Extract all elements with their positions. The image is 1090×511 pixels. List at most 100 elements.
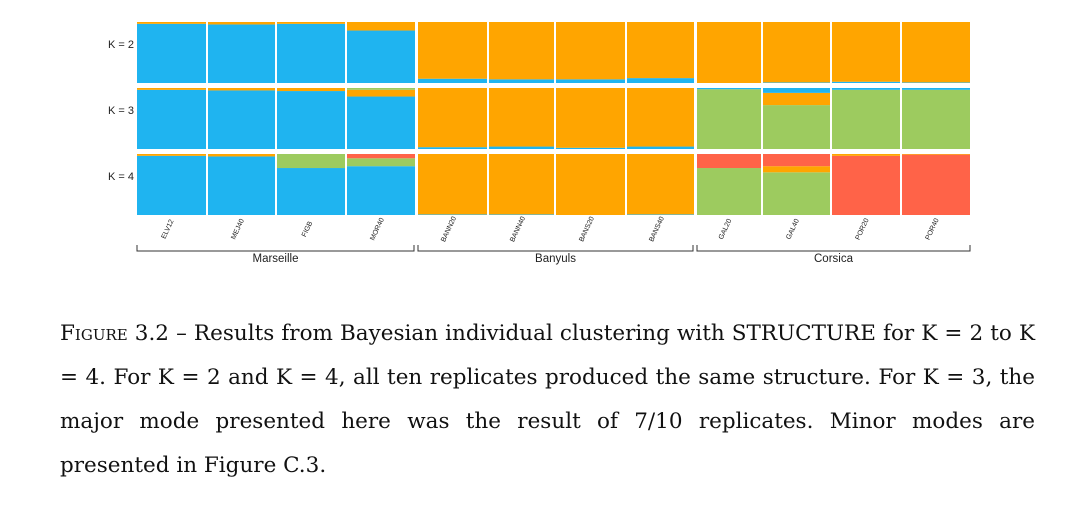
bar-segment — [418, 78, 487, 83]
bar-segment — [556, 79, 625, 83]
bar-segment — [556, 88, 625, 148]
region-label: Corsica — [814, 253, 854, 265]
bar-segment — [627, 146, 694, 149]
bar-segment — [832, 22, 900, 82]
bar-segment — [347, 154, 415, 159]
bar-segment — [763, 82, 830, 83]
structure-figure: K = 2 K = 3 K = 4 ELV12 MEJ40 FIGB MOR40 BANN2… — [108, 22, 971, 265]
region-bracket — [136, 245, 415, 252]
bar-segment — [277, 88, 345, 92]
bar-segment — [277, 23, 345, 83]
population-label: BANS20 — [578, 216, 596, 243]
bar-segment — [137, 89, 206, 149]
bar-segment — [697, 22, 761, 83]
population-label: GAL40 — [785, 218, 801, 241]
bar-segment — [556, 147, 625, 149]
figure-label: Figure 3.2 — [60, 321, 169, 346]
bar-segment — [418, 88, 487, 148]
k-labels: K = 2 K = 3 K = 4 — [108, 39, 134, 183]
population-label: POR20 — [855, 217, 871, 241]
bar-segment — [137, 23, 206, 83]
bar-segment — [902, 154, 970, 215]
region-brackets: Marseille Banyuls Corsica — [136, 245, 971, 265]
bar-segment — [277, 168, 345, 215]
bar-segment — [418, 214, 487, 215]
region-bracket — [696, 245, 971, 252]
bar-segment — [137, 155, 206, 215]
bar-segment — [277, 91, 345, 149]
bar-segment — [347, 30, 415, 83]
bar-segment — [627, 214, 694, 215]
region-label: Banyuls — [535, 253, 576, 265]
bar-segment — [627, 154, 694, 215]
bar-segment — [277, 22, 345, 24]
population-label: POR40 — [925, 217, 941, 241]
bar-segment — [277, 154, 345, 169]
caption-text: – Results from Bayesian individual clust… — [60, 321, 1036, 478]
bar-segment — [208, 154, 275, 157]
bar-segment — [137, 22, 206, 24]
bar-segment — [763, 154, 830, 167]
k-label: K = 3 — [108, 105, 134, 117]
bar-segment — [347, 88, 415, 90]
bar-segment — [137, 154, 206, 156]
bar-segment — [208, 90, 275, 149]
bar-segment — [902, 88, 970, 90]
bar-segment — [208, 156, 275, 215]
k-label: K = 2 — [108, 39, 134, 51]
bar-segment — [347, 166, 415, 215]
bar-segment — [418, 22, 487, 79]
bar-segment — [902, 22, 970, 83]
population-label: BANS40 — [648, 216, 666, 243]
population-label: FIGB — [301, 220, 314, 238]
bar-segment — [489, 146, 554, 149]
bar-segment — [763, 88, 830, 93]
bar-segment — [697, 89, 761, 149]
bar-segment — [763, 166, 830, 173]
bar-segment — [763, 22, 830, 83]
bar-segment — [902, 89, 970, 149]
bar-segment — [418, 147, 487, 149]
bar-segment — [208, 88, 275, 91]
barplot-rows — [137, 22, 970, 215]
bar-segment — [697, 154, 761, 169]
bar-segment — [763, 105, 830, 149]
bar-segment — [556, 154, 625, 215]
bar-segment — [208, 24, 275, 83]
population-label: ELV12 — [161, 219, 176, 241]
bar-segment — [208, 22, 275, 25]
bar-segment — [627, 88, 694, 147]
bar-segment — [902, 82, 970, 83]
population-label: BANN40 — [509, 215, 527, 243]
bar-segment — [556, 22, 625, 80]
bar-segment — [832, 155, 900, 215]
population-label: MOR40 — [369, 217, 386, 242]
figure-caption: Figure 3.2 – Results from Bayesian indiv… — [60, 312, 1035, 488]
population-label: GAL20 — [718, 218, 734, 241]
bar-segment — [697, 88, 761, 90]
bar-segment — [832, 154, 900, 156]
region-label: Marseille — [252, 253, 298, 265]
bar-segment — [627, 22, 694, 79]
bar-segment — [763, 92, 830, 106]
k-label: K = 4 — [108, 171, 134, 183]
bar-segment — [832, 88, 900, 90]
bar-segment — [832, 89, 900, 149]
bar-segment — [347, 22, 415, 31]
bar-segment — [697, 168, 761, 215]
bar-segment — [489, 22, 554, 80]
bar-segment — [418, 154, 487, 215]
region-bracket — [417, 245, 694, 252]
population-label: BANN20 — [440, 215, 458, 243]
bar-segment — [832, 81, 900, 83]
bar-segment — [489, 79, 554, 83]
population-label: MEJ40 — [230, 218, 246, 241]
population-labels: ELV12 MEJ40 FIGB MOR40 BANN20 BANN40 BANS20 BAN… — [161, 215, 941, 243]
bar-segment — [347, 158, 415, 167]
bar-segment — [627, 78, 694, 83]
bar-segment — [763, 172, 830, 215]
bar-segment — [489, 214, 554, 215]
bar-segment — [347, 96, 415, 149]
bar-segment — [347, 89, 415, 97]
bar-segment — [489, 88, 554, 147]
